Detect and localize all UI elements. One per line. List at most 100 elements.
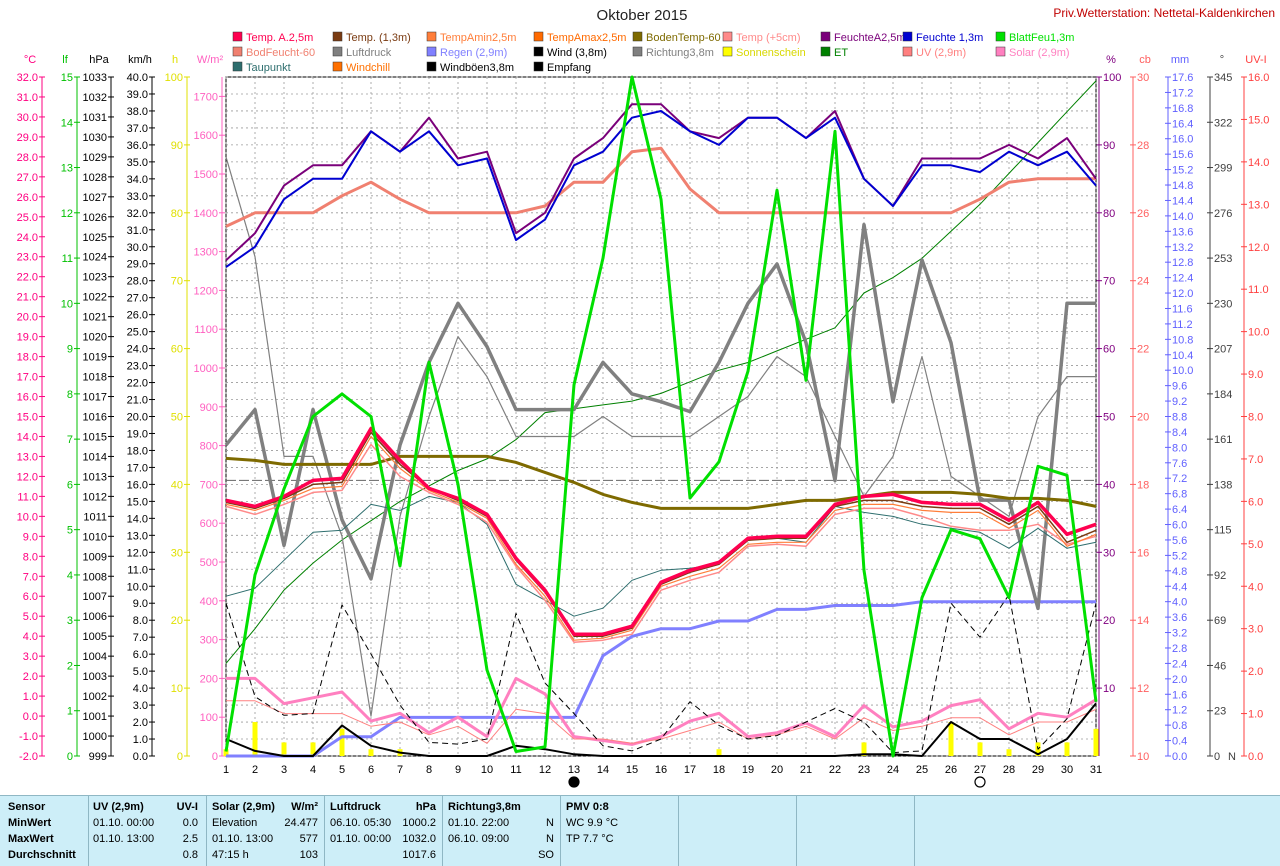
axis-tick-mm: 4.4 bbox=[1172, 581, 1187, 593]
x-tick-label: 28 bbox=[1003, 764, 1015, 776]
row-label-max: MaxWert bbox=[8, 833, 54, 845]
axis-tick-cb: 18 bbox=[1137, 479, 1149, 491]
axis-tick-w-m: 200 bbox=[200, 673, 218, 685]
axis-tick-hpa: 1029 bbox=[83, 152, 107, 164]
axis-tick-km-h: 10.0 bbox=[127, 581, 148, 593]
pressure-unit: hPa bbox=[415, 801, 436, 813]
axis-tick-c: 3.0 bbox=[23, 651, 38, 663]
pressure-avg: 1017.6 bbox=[402, 849, 436, 861]
axis-tick-mm: 10.8 bbox=[1172, 334, 1193, 346]
axis-tick-km-h: 1.0 bbox=[133, 734, 148, 746]
solar-value-1: 24.477 bbox=[284, 817, 318, 829]
axis-tick-h: 90 bbox=[171, 140, 183, 152]
axis-tick-km-h: 33.0 bbox=[127, 191, 148, 203]
series-line-wind-3-8m bbox=[225, 702, 1097, 757]
x-tick-label: 11 bbox=[510, 764, 521, 776]
legend-swatch-sonnenschein bbox=[722, 46, 733, 57]
x-tick-label: 25 bbox=[916, 764, 928, 776]
axis-tick-c: 23.0 bbox=[17, 252, 38, 264]
axis-tick-mm: 13.6 bbox=[1172, 226, 1193, 238]
axis-tick-uv-i: 16.0 bbox=[1248, 72, 1269, 84]
axis-tick-hpa: 1016 bbox=[83, 412, 107, 424]
legend-swatch-temp-1-3m bbox=[332, 31, 343, 42]
axis-tick-c: 17.0 bbox=[17, 372, 38, 384]
axis-tick-mm: 15.6 bbox=[1172, 149, 1193, 161]
solar-header: Solar (2,9m) bbox=[212, 801, 275, 813]
axis-tick-w-m: 700 bbox=[200, 479, 218, 491]
pressure-max-time: 01.10. 00:00 bbox=[330, 833, 392, 845]
axis-tick-mm: 1.2 bbox=[1172, 705, 1187, 717]
axis-tick-km-h: 25.0 bbox=[127, 327, 148, 339]
axis-tick-: 30 bbox=[1103, 547, 1115, 559]
axis-tick-km-h: 6.0 bbox=[133, 649, 148, 661]
axis-tick-km-h: 15.0 bbox=[127, 496, 148, 508]
axis-tick-mm: 15.2 bbox=[1172, 165, 1193, 177]
axis-tick-hpa: 1022 bbox=[83, 292, 107, 304]
axis-tick-lf: 15 bbox=[61, 72, 73, 84]
legend-label-wind-3-8m: Wind (3,8m) bbox=[547, 47, 607, 59]
legend-swatch-blattfeu1-3m bbox=[995, 31, 1006, 42]
axis-tick-c: 4.0 bbox=[23, 631, 38, 643]
axis-tick-hpa: 1014 bbox=[83, 451, 107, 463]
legend-label-temp-a-2-5m: Temp. A.2,5m bbox=[246, 32, 313, 44]
axis-unit-: ° bbox=[1220, 54, 1224, 66]
axis-tick-hpa: 1007 bbox=[83, 591, 107, 603]
axis-tick-km-h: 7.0 bbox=[133, 632, 148, 644]
axis-tick-: 50 bbox=[1103, 412, 1115, 424]
axis-tick-c: 7.0 bbox=[23, 571, 38, 583]
x-tick-label: 2 bbox=[252, 764, 258, 776]
axis-tick-mm: 7.2 bbox=[1172, 473, 1187, 485]
axis-unit-w-m: W/m² bbox=[197, 54, 224, 66]
axis-tick-hpa: 1023 bbox=[83, 272, 107, 284]
axis-tick-uv-i: 12.0 bbox=[1248, 242, 1269, 254]
axis-tick-cb: 26 bbox=[1137, 208, 1149, 220]
axis-tick-hpa: 1025 bbox=[83, 232, 107, 244]
row-label-min: MinWert bbox=[8, 817, 52, 829]
axis-tick-: 92 bbox=[1214, 570, 1226, 582]
legend-label-windb-en3-8m: Windböen3,8m bbox=[440, 62, 514, 74]
axis-tick-lf: 4 bbox=[67, 570, 73, 582]
axis-unit-c: °C bbox=[24, 54, 36, 66]
legend-swatch-taupunkt bbox=[232, 61, 243, 72]
legend-label-blattfeu1-3m: BlattFeu1,3m bbox=[1009, 32, 1074, 44]
legend-swatch-luftdruck bbox=[332, 46, 343, 57]
legend-swatch-wind-3-8m bbox=[533, 46, 544, 57]
axis-unit-cb: cb bbox=[1139, 54, 1151, 66]
legend-swatch-empfang bbox=[533, 61, 544, 72]
axis-tick-: 299 bbox=[1214, 163, 1232, 175]
axis-tick-hpa: 1019 bbox=[83, 352, 107, 364]
pressure-max: 1032.0 bbox=[402, 833, 436, 845]
uv-unit: UV-I bbox=[176, 801, 198, 813]
axis-tick-mm: 16.4 bbox=[1172, 118, 1193, 130]
bar-sonnenschein bbox=[281, 742, 287, 756]
axis-tick-: 10 bbox=[1103, 683, 1115, 695]
legend-swatch-windchill bbox=[332, 61, 343, 72]
axis-tick-km-h: 21.0 bbox=[127, 395, 148, 407]
axis-tick-km-h: 40.0 bbox=[127, 72, 148, 84]
axis-tick-mm: 4.8 bbox=[1172, 566, 1187, 578]
axis-tick-: 0 bbox=[1214, 751, 1220, 763]
axis-tick-hpa: 1008 bbox=[83, 571, 107, 583]
axis-tick-: 90 bbox=[1103, 140, 1115, 152]
legend-label-bodentemp-60: BodenTemp-60 bbox=[646, 32, 721, 44]
legend-label-windchill: Windchill bbox=[346, 62, 390, 74]
axis-tick-mm: 9.2 bbox=[1172, 396, 1187, 408]
axis-tick-uv-i: 15.0 bbox=[1248, 114, 1269, 126]
bar-sonnenschein bbox=[339, 728, 345, 756]
legend-swatch-tempamin2-5m bbox=[426, 31, 437, 42]
series-line-bodentemp-60 bbox=[225, 454, 1097, 510]
x-tick-label: 6 bbox=[368, 764, 374, 776]
axis-tick-: 115 bbox=[1214, 525, 1232, 537]
x-tick-label: 14 bbox=[597, 764, 609, 776]
axis-tick-cb: 30 bbox=[1137, 72, 1149, 84]
axis-tick-km-h: 29.0 bbox=[127, 259, 148, 271]
axis-tick-mm: 0.0 bbox=[1172, 751, 1187, 763]
axis-tick-h: 0 bbox=[177, 751, 183, 763]
legend-label-richtung3-8m: Richtung3,8m bbox=[646, 47, 714, 59]
uv-max-time: 01.10. 13:00 bbox=[93, 833, 155, 845]
axis-tick-uv-i: 1.0 bbox=[1248, 709, 1263, 721]
axis-tick-: 345 bbox=[1214, 72, 1232, 84]
new-moon-marker bbox=[568, 776, 580, 788]
axis-tick-hpa: 1015 bbox=[83, 431, 107, 443]
axis-tick-hpa: 1002 bbox=[83, 691, 107, 703]
